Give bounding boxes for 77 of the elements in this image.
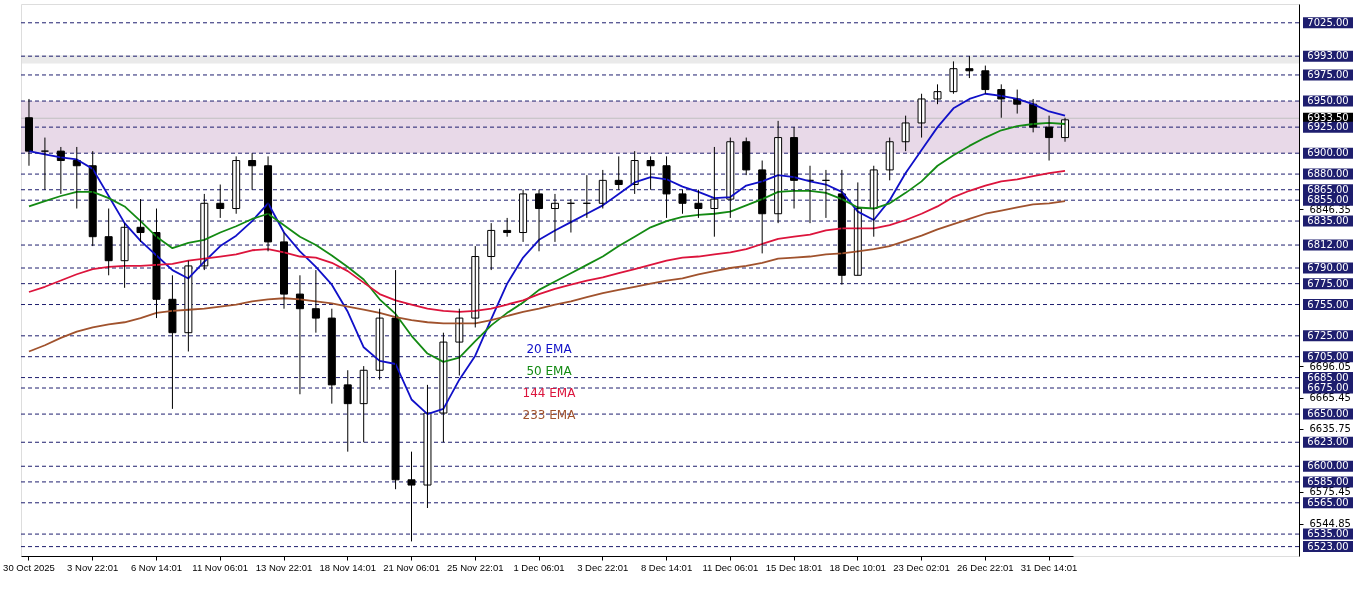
x-tick-label: 3 Nov 22:01 <box>67 561 119 573</box>
y-tick-label: 6696.05 <box>1309 360 1351 372</box>
text: 144 EMA <box>522 386 577 400</box>
ref-line-label: 6975.00 <box>1307 68 1349 80</box>
candlestick <box>184 260 193 352</box>
y-tick-label: 6635.75 <box>1309 423 1351 435</box>
text: 20 EMA <box>526 342 573 356</box>
ref-line-label: 6865.00 <box>1307 183 1349 195</box>
x-tick-label: 11 Dec 06:01 <box>702 561 759 573</box>
ref-line-label: 6900.00 <box>1307 147 1349 159</box>
x-tick-label: 18 Dec 10:01 <box>829 561 887 573</box>
ref-line-label: 6812.00 <box>1307 239 1349 251</box>
candlestick <box>439 332 448 443</box>
ref-line-label: 6585.00 <box>1307 475 1349 487</box>
x-tick-label: 18 Nov 14:01 <box>319 561 377 573</box>
x-tick-label: 15 Dec 18:01 <box>765 561 823 573</box>
ref-line-label: 6623.00 <box>1307 436 1349 448</box>
candlestick <box>120 222 129 289</box>
x-tick-label: 23 Dec 02:01 <box>893 561 950 573</box>
candlestick <box>965 55 974 79</box>
ref-line-label: 6790.00 <box>1307 262 1349 273</box>
ref-line-label: 6600.00 <box>1307 460 1349 472</box>
ref-line-label: 6993.00 <box>1307 50 1349 62</box>
candlestick <box>152 208 161 319</box>
candlestick <box>646 155 655 191</box>
ref-line-label: 6855.00 <box>1307 194 1349 206</box>
line-series <box>28 200 1066 353</box>
x-tick-label: 8 Dec 14:01 <box>640 561 693 573</box>
x-tick-label: 30 Oct 2025 <box>3 561 55 573</box>
candlestick <box>742 137 751 176</box>
ref-line-label: 6775.00 <box>1307 277 1349 289</box>
y-tick-label: 6575.45 <box>1309 486 1351 498</box>
ref-line-label: 6650.00 <box>1307 408 1349 420</box>
x-tick-label: 11 Nov 06:01 <box>192 561 249 573</box>
candlestick <box>949 60 958 95</box>
candlestick <box>423 384 432 509</box>
candlestick <box>917 93 926 139</box>
ref-line-label: 6925.00 <box>1307 121 1349 133</box>
candlestick <box>678 189 687 215</box>
candlestick <box>168 274 177 410</box>
x-tick-label: 21 Nov 06:01 <box>383 561 440 573</box>
candlestick <box>901 115 910 152</box>
ref-line-label: 7025.00 <box>1307 16 1349 28</box>
ref-line-label: 6880.00 <box>1307 168 1349 180</box>
x-tick-label: 3 Dec 22:01 <box>577 561 629 573</box>
ref-line-label: 6933.50 <box>1307 112 1349 124</box>
candlestick <box>391 269 400 490</box>
ref-line-label: 6685.00 <box>1307 371 1349 383</box>
ref-line-label: 6705.00 <box>1307 350 1349 362</box>
y-tick-label: 6665.45 <box>1309 392 1351 404</box>
y-tick-label: 6846.35 <box>1309 203 1351 215</box>
x-tick-label: 26 Dec 22:01 <box>957 561 1014 573</box>
ref-line-label: 6835.00 <box>1307 215 1349 227</box>
x-tick-label: 25 Nov 22:01 <box>447 561 504 573</box>
x-tick-label: 6 Nov 14:01 <box>130 561 183 573</box>
ref-line-label: 6675.00 <box>1307 382 1349 393</box>
candlestick <box>375 308 384 381</box>
ref-line-label: 6535.00 <box>1307 528 1349 540</box>
ref-line-label: 6950.00 <box>1307 95 1349 107</box>
candlestick <box>136 198 145 243</box>
ref-line-label: 6523.00 <box>1307 540 1349 552</box>
x-tick-label: 1 Dec 06:01 <box>513 561 565 573</box>
text: 50 EMA <box>526 364 573 378</box>
candlestick <box>933 83 942 105</box>
text: 233 EMA <box>522 408 577 422</box>
y-tick-label: 6544.85 <box>1309 518 1351 530</box>
line-series <box>28 170 1066 313</box>
candlestick <box>885 137 894 181</box>
x-tick-label: 31 Dec 14:01 <box>1020 561 1078 573</box>
candlestick <box>662 155 671 219</box>
ref-line-label: 6565.00 <box>1307 496 1349 508</box>
candlestick <box>407 451 416 542</box>
candlestick <box>694 189 703 219</box>
x-tick-label: 13 Nov 22:01 <box>255 561 313 573</box>
ref-line-label: 6755.00 <box>1307 298 1349 310</box>
ref-line-label: 6725.00 <box>1307 329 1349 341</box>
candlestick <box>710 146 719 238</box>
